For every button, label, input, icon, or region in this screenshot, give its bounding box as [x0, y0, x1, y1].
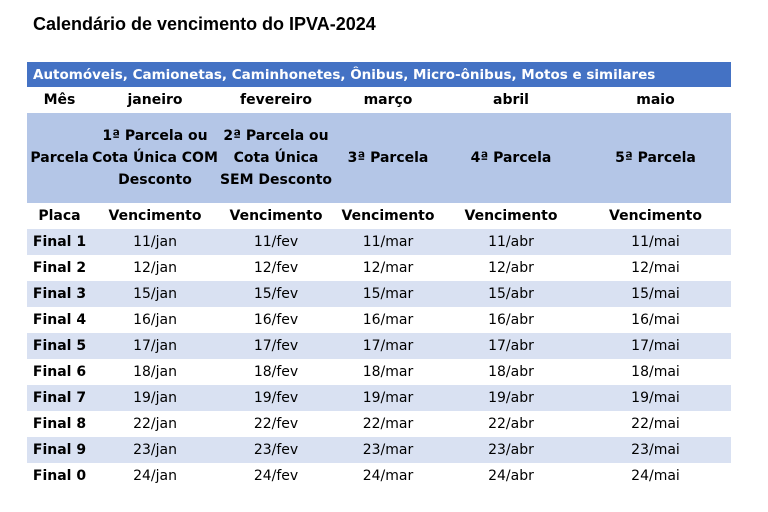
cell: 18/jan — [133, 364, 177, 380]
cell: 22/mar — [362, 416, 414, 432]
cell: 22/fev — [253, 416, 299, 432]
cell: 19/jan — [92, 385, 218, 411]
table-row: Final 0 24/jan 24/fev 24/mar 24/abr 24/mai — [27, 463, 731, 489]
cell: 16/mar — [362, 312, 414, 328]
cell: 23/abr — [442, 437, 580, 463]
cell: 1ª Parcela ou Cota Única COM Desconto — [92, 113, 218, 203]
table-row: Final 2 12/jan 12/fev 12/mar 12/abr 12/mai — [27, 255, 731, 281]
cell: 15/mar — [334, 281, 442, 307]
table-row: Final 6 18/jan 18/fev 18/mar 18/abr 18/mai — [27, 359, 731, 385]
table-row: Final 1 11/jan 11/fev 11/mar 11/abr 11/mai — [27, 229, 731, 255]
category-header: Automóveis, Camionetas, Caminhonetes, Ôn… — [27, 62, 731, 87]
cell: 18/abr — [488, 364, 534, 380]
cell: 15/jan — [92, 281, 218, 307]
row-label: Final 9 — [27, 437, 92, 463]
cell: 19/fev — [218, 385, 334, 411]
cell: 22/jan — [133, 416, 177, 432]
cell: 15/mai — [580, 281, 731, 307]
cell: 22/mai — [631, 416, 680, 432]
cell: 17/fev — [218, 333, 334, 359]
cell: 18/mai — [631, 364, 680, 380]
cell: 2ª Parcela ou Cota Única SEM Desconto — [218, 113, 334, 203]
row-label: Final 4 — [32, 312, 87, 328]
cell: 15/fev — [218, 281, 334, 307]
table-row: Final 3 15/jan 15/fev 15/mar 15/abr 15/mai — [27, 281, 731, 307]
cell: 23/jan — [92, 437, 218, 463]
table-row: Final 9 23/jan 23/fev 23/mar 23/abr 23/mai — [27, 437, 731, 463]
cell: abril — [493, 92, 529, 108]
cell: março — [363, 92, 413, 108]
row-label: Final 0 — [32, 468, 87, 484]
cell: 16/mai — [631, 312, 680, 328]
table-row: Final 5 17/jan 17/fev 17/mar 17/abr 17/mai — [27, 333, 731, 359]
cell: 11/mai — [580, 229, 731, 255]
cell: 16/abr — [488, 312, 534, 328]
cell: 19/mai — [580, 385, 731, 411]
months-row: Mês janeiro fevereiro março abril maio — [27, 87, 731, 113]
category-label: Automóveis, Camionetas, Caminhonetes, Ôn… — [27, 62, 731, 87]
row-label: Final 2 — [32, 260, 87, 276]
cell: Vencimento — [229, 208, 323, 224]
cell: 22/abr — [488, 416, 534, 432]
cell: 17/jan — [92, 333, 218, 359]
row-label: Placa — [38, 208, 81, 224]
cell: 12/mai — [631, 260, 680, 276]
cell: 12/jan — [133, 260, 177, 276]
cell: 24/abr — [488, 468, 534, 484]
cell: 11/jan — [92, 229, 218, 255]
cell: Vencimento — [609, 208, 702, 224]
cell: 24/mai — [631, 468, 680, 484]
row-label: Mês — [43, 92, 76, 108]
table-row: Final 8 22/jan 22/fev 22/mar 22/abr 22/mai — [27, 411, 731, 437]
cell: 17/abr — [442, 333, 580, 359]
cell: 11/mar — [334, 229, 442, 255]
cell: 23/fev — [218, 437, 334, 463]
row-label: Final 5 — [27, 333, 92, 359]
cell: Vencimento — [108, 208, 202, 224]
cell: 19/abr — [442, 385, 580, 411]
cell: 19/mar — [334, 385, 442, 411]
cell: 24/fev — [253, 468, 299, 484]
cell: 24/mar — [362, 468, 414, 484]
cell: 11/fev — [218, 229, 334, 255]
cell: 17/mai — [580, 333, 731, 359]
cell: 24/jan — [133, 468, 177, 484]
page-title: Calendário de vencimento do IPVA-2024 — [33, 14, 376, 34]
cell: 5ª Parcela — [580, 113, 731, 203]
cell: 23/mar — [334, 437, 442, 463]
cell: fevereiro — [240, 92, 312, 108]
cell: 4ª Parcela — [442, 113, 580, 203]
cell: Vencimento — [464, 208, 558, 224]
ipva-calendar-table: Automóveis, Camionetas, Caminhonetes, Ôn… — [27, 62, 731, 489]
cell: 11/abr — [442, 229, 580, 255]
cell: 23/mai — [580, 437, 731, 463]
table-row: Final 4 16/jan 16/fev 16/mar 16/abr 16/mai — [27, 307, 731, 333]
placa-row: Placa Vencimento Vencimento Vencimento Venci… — [27, 203, 731, 229]
cell: 16/fev — [253, 312, 299, 328]
cell: 3ª Parcela — [334, 113, 442, 203]
cell: 18/mar — [362, 364, 414, 380]
row-label: Parcela — [27, 113, 92, 203]
row-label: Final 8 — [32, 416, 87, 432]
cell: 18/fev — [253, 364, 299, 380]
row-label: Final 6 — [32, 364, 87, 380]
cell: maio — [636, 92, 675, 108]
cell: janeiro — [127, 92, 183, 108]
cell: 15/abr — [442, 281, 580, 307]
parcela-row: Parcela 1ª Parcela ou Cota Única COM Desc… — [27, 113, 731, 203]
cell: 12/abr — [488, 260, 534, 276]
cell: 17/mar — [334, 333, 442, 359]
row-label: Final 3 — [27, 281, 92, 307]
cell: 12/mar — [362, 260, 414, 276]
cell: 12/fev — [253, 260, 299, 276]
row-label: Final 7 — [27, 385, 92, 411]
cell: Vencimento — [341, 208, 435, 224]
cell: 16/jan — [133, 312, 177, 328]
table-row: Final 7 19/jan 19/fev 19/mar 19/abr 19/mai — [27, 385, 731, 411]
row-label: Final 1 — [27, 229, 92, 255]
